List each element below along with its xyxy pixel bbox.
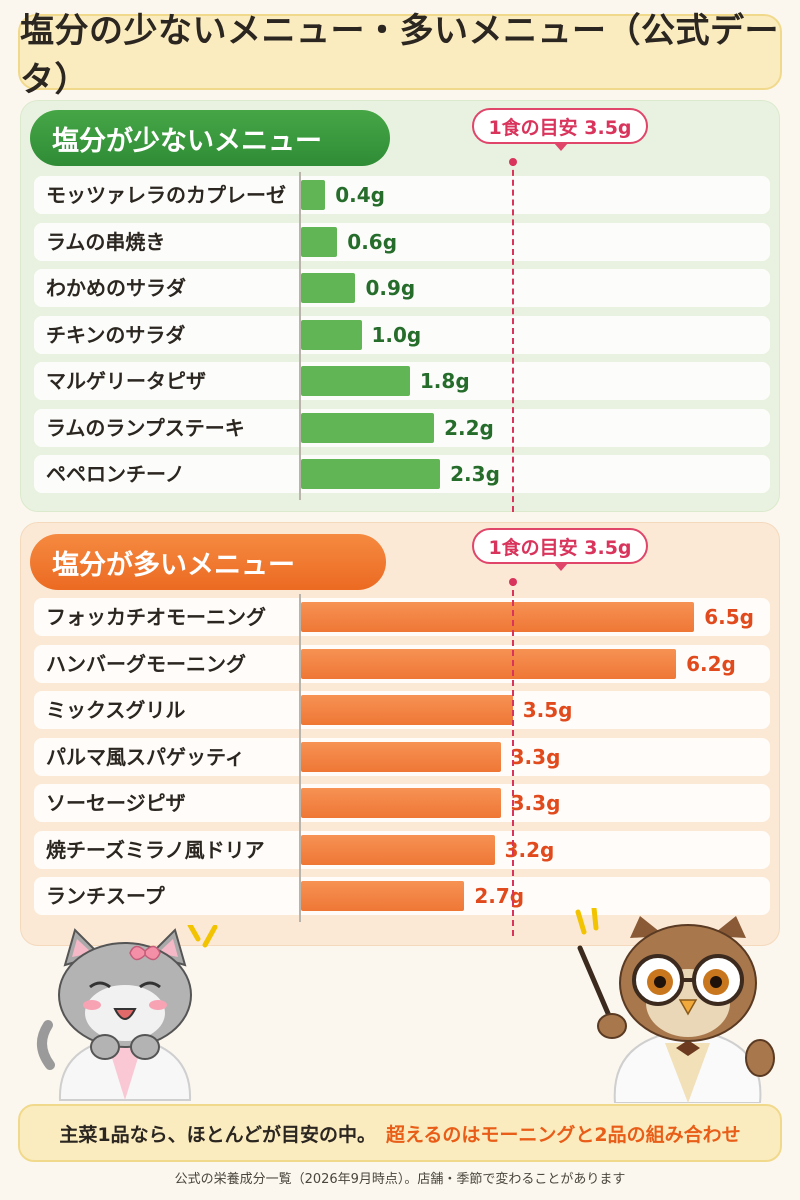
source-note: 公式の栄養成分一覧（2026年9月時点）。店舗・季節で変わることがあります [174, 1172, 626, 1187]
value-label: 1.0g [371, 322, 422, 347]
value-label: 0.4g [335, 183, 385, 207]
category-label: ハンバーグモーニング [46, 651, 246, 676]
bar [301, 319, 362, 350]
bar [301, 741, 501, 772]
reference-badge-high: 1食の目安 3.5g [472, 528, 648, 571]
value-label: 3.3g [510, 744, 561, 769]
value-label: 3.3g [510, 791, 561, 815]
bar [301, 834, 495, 865]
value-label: 6.2g [686, 651, 736, 676]
value-label: 2.3g [450, 462, 500, 486]
value-label: 6.5g [704, 605, 754, 629]
category-label: ソーセージピザ [46, 791, 186, 815]
bar [301, 459, 441, 489]
value-label: 0.9g [365, 276, 416, 300]
category-label: ミックスグリル [46, 698, 186, 722]
category-label: ラムのランプステーキ [46, 415, 245, 440]
row-background [34, 222, 770, 261]
bar [301, 695, 513, 725]
category-label: モッツァレラのカプレーゼ [46, 183, 286, 207]
reference-dot [508, 578, 517, 586]
footer-summary: 主菜1品なら、ほとんどが目安の中。 超えるのはモーニングと2品の組み合わせ [18, 1104, 782, 1162]
bar [301, 881, 465, 911]
reference-line [511, 580, 514, 936]
cat-mascot-icon [37, 925, 218, 1101]
category-label: ラムの串焼き [46, 229, 166, 254]
row-background [34, 269, 770, 307]
category-label: パルマ風スパゲッティ [46, 744, 245, 769]
title-banner: 塩分の少ないメニュー・多いメニュー（公式データ） [18, 11, 782, 100]
bar [301, 602, 695, 632]
value-label: 2.7g [474, 884, 525, 908]
bar [301, 366, 410, 396]
category-label: チキンのサラダ [46, 322, 186, 347]
bar [301, 788, 501, 818]
high-salt-panel [20, 522, 780, 946]
category-label: フォッカチオモーニング [46, 605, 266, 629]
bar [301, 412, 435, 443]
axis-line [299, 172, 301, 500]
page-title: 塩分の少ないメニュー・多いメニュー（公式データ） [20, 11, 779, 100]
value-label: 3.5g [522, 698, 573, 722]
low-salt-heading: 塩分が少ないメニュー [30, 110, 390, 166]
footer-summary-part2: 超えるのはモーニングと2品の組み合わせ [386, 1123, 741, 1146]
category-label: マルゲリータピザ [46, 369, 206, 393]
bar [301, 648, 677, 679]
bar [301, 226, 338, 257]
bar [301, 273, 356, 303]
value-label: 1.8g [419, 369, 470, 393]
row-background [34, 315, 770, 354]
value-label: 0.6g [347, 229, 398, 254]
reference-dot [508, 158, 517, 166]
category-label: ペペロンチーノ [46, 462, 185, 486]
row-background [34, 176, 770, 214]
category-label: わかめのサラダ [46, 276, 186, 300]
category-label: 焼チーズミラノ風ドリア [46, 837, 265, 862]
category-label: ランチスープ [46, 884, 165, 908]
owl-professor-mascot-icon [575, 908, 775, 1103]
axis-line [299, 594, 301, 922]
high-salt-heading: 塩分が多いメニュー [30, 534, 386, 590]
bar [301, 180, 326, 210]
reference-line [511, 160, 514, 512]
reference-badge-low: 1食の目安 3.5g [472, 108, 648, 151]
footer-summary-part1: 主菜1品なら、ほとんどが目安の中。 [59, 1123, 376, 1146]
value-label: 2.2g [444, 415, 494, 440]
